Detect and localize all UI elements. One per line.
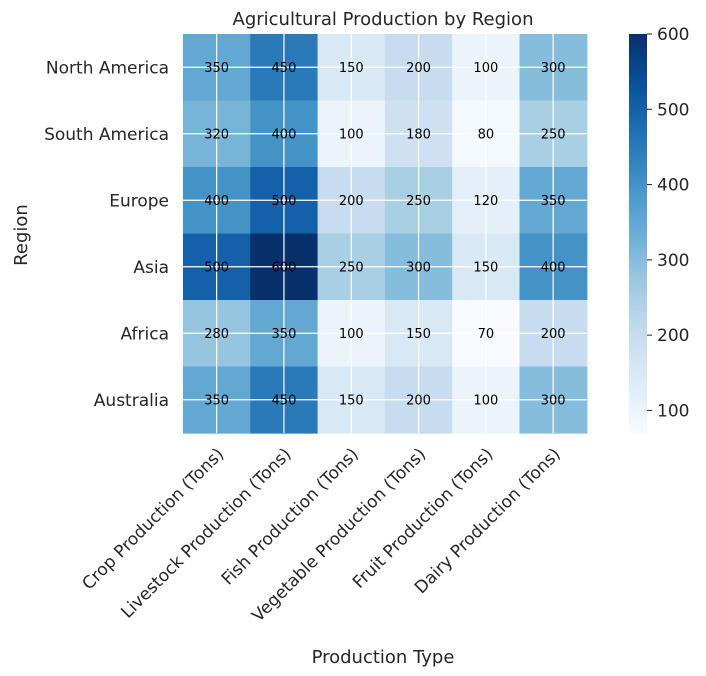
colorbar-tick-label: 100: [657, 401, 689, 421]
x-axis-label: Production Type: [312, 647, 455, 668]
cell-value-label: 300: [541, 393, 566, 408]
cell-value-label: 200: [541, 327, 566, 342]
cell-value-label: 200: [406, 61, 431, 76]
colorbar: [629, 34, 647, 433]
colorbar-tick-label: 400: [657, 176, 689, 196]
cell-value-label: 150: [339, 61, 364, 76]
cell-value-label: 400: [541, 260, 566, 275]
heatmap-grid: [183, 34, 587, 433]
y-tick-labels: North America South America Europe Asia Afri…: [44, 58, 169, 411]
cell-value-label: 600: [272, 260, 297, 275]
cell-value-label: 450: [272, 61, 297, 76]
cell-value-label: 150: [339, 393, 364, 408]
cell-value-label: 500: [204, 260, 229, 275]
cell-value-label: 120: [473, 194, 498, 209]
x-tick-label: Fish Production (Tons): [218, 444, 363, 589]
cell-value-label: 300: [406, 260, 431, 275]
y-tick-label: Asia: [133, 258, 169, 278]
cell-value-label: 250: [541, 127, 566, 142]
cell-value-label: 150: [473, 260, 498, 275]
colorbar-tick-label: 600: [657, 25, 689, 45]
cell-value-label: 100: [339, 127, 364, 142]
cell-value-label: 280: [204, 327, 229, 342]
colorbar-tick-label: 300: [657, 251, 689, 271]
cell-value-label: 250: [406, 194, 431, 209]
cell-value-label: 350: [541, 194, 566, 209]
cell-value-label: 350: [204, 393, 229, 408]
heatmap-cells: [183, 34, 588, 434]
y-tick-label: Africa: [121, 324, 170, 344]
cell-value-label: 100: [473, 61, 498, 76]
cell-value-label: 500: [272, 194, 297, 209]
y-tick-label: Australia: [94, 391, 169, 411]
cell-value-label: 70: [478, 327, 495, 342]
cell-value-label: 100: [339, 327, 364, 342]
cell-value-label: 350: [204, 61, 229, 76]
colorbar-ticks: 100 200 300 400 500 600: [647, 25, 689, 421]
cell-value-label: 250: [339, 260, 364, 275]
cell-value-label: 300: [541, 61, 566, 76]
cell-value-label: 350: [272, 327, 297, 342]
cell-value-label: 100: [473, 393, 498, 408]
colorbar-tick-label: 200: [657, 326, 689, 346]
y-tick-label: Europe: [109, 191, 169, 211]
cell-value-label: 80: [478, 127, 495, 142]
cell-value-label: 400: [204, 194, 229, 209]
cell-value-labels: 350 450 150 200 100 300 320 400 100 180 80 250 400 50…: [204, 61, 565, 409]
cell-value-label: 200: [406, 393, 431, 408]
cell-value-label: 200: [339, 194, 364, 209]
cell-value-label: 400: [272, 127, 297, 142]
x-tick-labels: Crop Production (Tons)Livestock Producti…: [78, 444, 564, 626]
colorbar-tick-label: 500: [657, 100, 689, 120]
y-axis-label: Region: [11, 204, 32, 266]
cell-value-label: 150: [406, 327, 431, 342]
cell-value-label: 180: [406, 127, 431, 142]
cell-value-label: 320: [204, 127, 229, 142]
y-tick-label: South America: [44, 125, 169, 145]
y-tick-label: North America: [46, 58, 169, 78]
cell-value-label: 450: [272, 393, 297, 408]
chart-title: Agricultural Production by Region: [233, 9, 534, 30]
